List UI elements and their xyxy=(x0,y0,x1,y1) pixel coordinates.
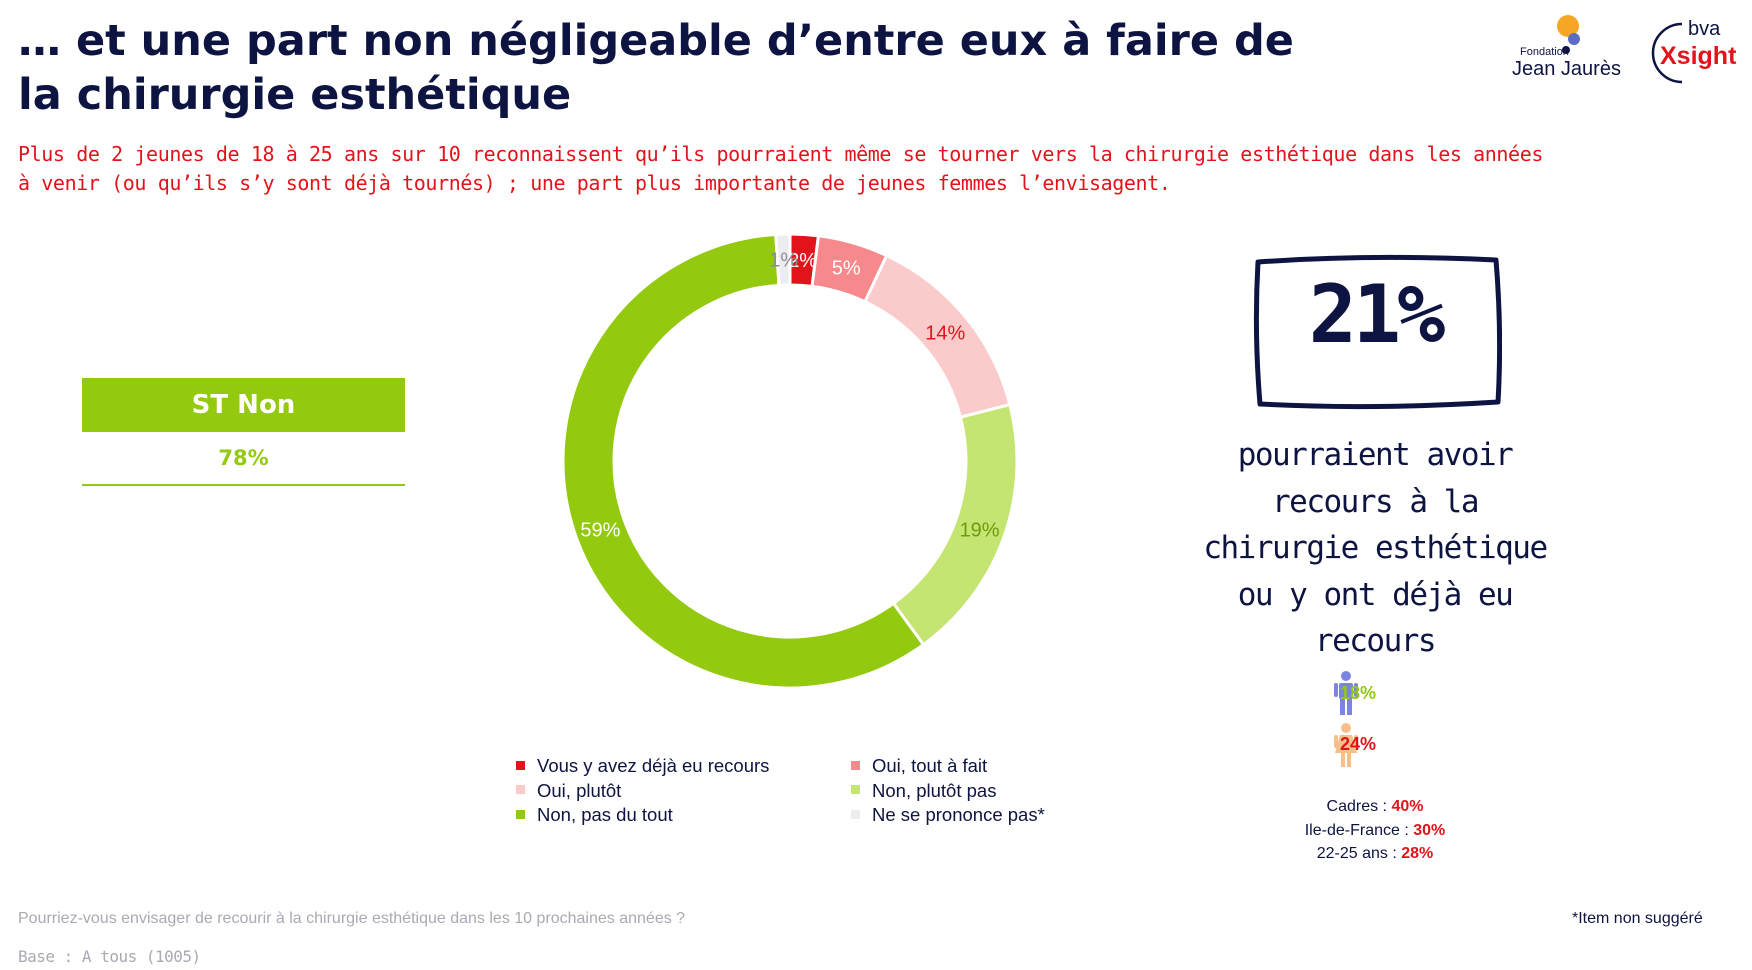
legend-label: Ne se prononce pas* xyxy=(872,804,1045,825)
legend-label: Non, pas du tout xyxy=(537,804,673,825)
stat-value: 40% xyxy=(1391,798,1424,815)
survey-base: Base : A tous (1005) xyxy=(18,947,201,966)
donut-slice-label: 5% xyxy=(832,258,861,280)
donut-slice xyxy=(774,232,792,287)
donut-slice-label: 14% xyxy=(925,323,965,345)
legend-item: Non, pas du tout xyxy=(516,804,673,826)
stat-label: Cadres : xyxy=(1326,798,1392,815)
woman-icon xyxy=(1334,723,1358,767)
stat-value: 30% xyxy=(1413,821,1446,839)
donut-slice xyxy=(561,232,926,690)
st-non-summary: ST Non 78% xyxy=(82,378,405,486)
st-non-label: ST Non xyxy=(82,378,405,432)
st-non-value: 78% xyxy=(82,432,405,486)
legend-label: Oui, plutôt xyxy=(537,779,622,801)
legend-label: Oui, tout à fait xyxy=(872,755,988,776)
stat-label: Ile-de-France : xyxy=(1304,821,1414,839)
logo-xsight-text: Xsight xyxy=(1660,42,1737,70)
donut-chart: 2% 5% 14% 19% 59% 1% xyxy=(561,232,1019,690)
legend-item: Oui, tout à fait xyxy=(851,755,987,777)
highlight-percent: 21% xyxy=(1308,268,1446,361)
donut-slice-label: 2% xyxy=(788,250,817,272)
stat-row: Cadres : 40% xyxy=(1260,795,1490,819)
legend-label: Non, plutôt pas xyxy=(872,779,997,801)
man-icon xyxy=(1334,671,1358,715)
highlight-text: pourraient avoir recours à la chirurgie … xyxy=(1203,437,1548,659)
donut-slice-label: 1% xyxy=(769,250,798,272)
legend-swatch xyxy=(851,809,860,819)
bva-arc-icon xyxy=(1651,22,1683,84)
fondation-logo-mark-icon xyxy=(1557,15,1580,54)
survey-question: Pourriez-vous envisager de recourir à la… xyxy=(18,910,686,927)
donut-slice-label: 59% xyxy=(580,519,620,541)
legend-label: Vous y avez déjà eu recours xyxy=(537,755,770,776)
highlight-frame xyxy=(1253,254,1502,410)
stat-value: 28% xyxy=(1401,845,1434,862)
legend-item: Oui, plutôt xyxy=(516,780,621,802)
jean-jaures-logo: Fondation Jean Jaurès xyxy=(1500,12,1630,84)
legend-item: Non, plutôt pas xyxy=(851,780,996,802)
donut-slice-label: 19% xyxy=(960,519,1000,541)
bva-xsight-logo: bva Xsight xyxy=(1640,16,1745,86)
legend-swatch xyxy=(516,809,525,819)
page-title: … et une part non négligeable d’entre eu… xyxy=(18,16,1294,120)
stat-row: Ile-de-France : 30% xyxy=(1260,819,1490,843)
legend-item: Vous y avez déjà eu recours xyxy=(516,755,769,777)
stat-row: 22-25 ans : 28% xyxy=(1260,842,1490,866)
women-percent: 24% xyxy=(1340,734,1377,754)
subgroup-stats: Cadres : 40% Ile-de-France : 30% 22-25 a… xyxy=(1260,795,1490,866)
legend-swatch xyxy=(516,760,525,770)
men-percent: 18% xyxy=(1340,683,1377,703)
page-subtitle: Plus de 2 jeunes de 18 à 25 ans sur 10 r… xyxy=(18,142,1543,195)
footnote: *Item non suggéré xyxy=(1572,910,1703,927)
logo-bva-text: bva xyxy=(1688,18,1721,40)
stat-label: 22-25 ans : xyxy=(1316,845,1402,862)
legend-swatch xyxy=(851,760,860,770)
legend-swatch xyxy=(851,785,860,795)
logo-fondation-text: Fondation xyxy=(1520,46,1569,58)
logo-jean-jaures-text: Jean Jaurès xyxy=(1512,58,1621,80)
legend-swatch xyxy=(516,785,525,795)
legend-item: Ne se prononce pas* xyxy=(851,804,1045,826)
